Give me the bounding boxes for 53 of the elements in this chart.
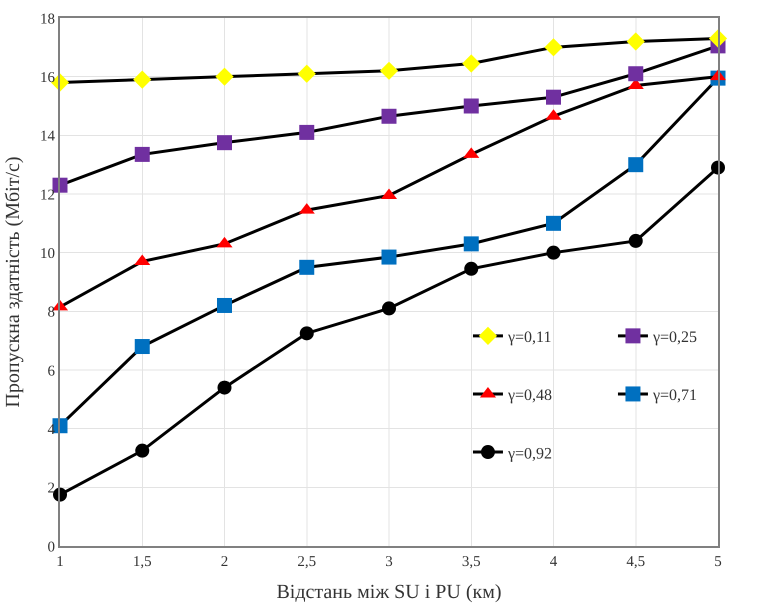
point [134,339,150,354]
point [544,38,563,56]
point [299,124,314,140]
y-tick-label: 2 [48,480,55,497]
point [217,135,232,150]
point [135,444,150,458]
legend-label: γ=0,11 [506,329,552,346]
point [133,70,152,89]
x-tick-label: 3,5 [462,554,481,570]
legend-label: γ=0,71 [652,387,698,404]
point [546,90,561,105]
point [464,236,479,252]
x-tick-label: 1 [56,554,64,570]
y-tick-label: 0 [48,539,55,556]
x-tick-label: 2,5 [297,554,316,570]
y-tick-label: 12 [40,187,55,204]
x-axis-title: Відстань між SU і PU (км) [276,581,502,603]
point [628,234,643,248]
x-tick-label: 5 [714,554,722,570]
point [298,64,316,83]
x-tick-label: 4,5 [626,554,646,570]
point [218,380,232,395]
point [380,62,398,80]
point [382,301,396,316]
y-tick-label: 6 [48,363,56,380]
y-tick-label: 10 [40,246,55,262]
point [628,157,644,172]
point [462,54,480,73]
y-tick-label: 8 [48,304,55,321]
legend-label: γ=0,48 [506,387,552,404]
point [626,32,645,51]
y-tick-label: 18 [40,11,55,28]
point [300,326,314,340]
x-tick-label: 2 [220,554,228,570]
point [299,260,314,275]
x-tick-label: 3 [385,554,393,570]
point [382,108,396,124]
point [464,98,479,114]
point [546,246,560,260]
point [215,68,234,86]
point [382,250,396,265]
x-tick-label: 4 [550,554,558,570]
y-tick-label: 16 [40,70,56,86]
point [464,262,478,276]
legend-label: γ=0,92 [506,445,552,462]
point [217,298,232,313]
x-tick-label: 1,5 [132,554,152,570]
point [628,66,644,82]
y-axis-title: Пропускна здатність (Мбіт/с) [2,156,24,408]
y-tick-label: 14 [40,128,56,145]
point [546,216,561,231]
legend-label: γ=0,25 [652,329,698,346]
point [134,146,150,162]
